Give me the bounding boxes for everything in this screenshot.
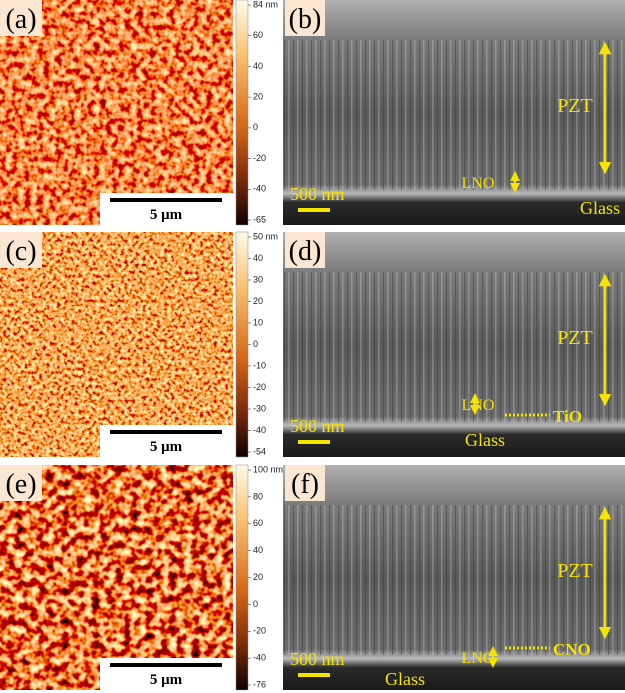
colorbar-tick-label: 40 <box>253 61 263 71</box>
sem-panel: (f) PZT LNO 500 nm Glass CNO <box>283 465 625 690</box>
figure-row: (c) 5 μm 50 nm 40 30 20 10 0 -10 -20 -30 -40 -54 (d) P… <box>0 231 625 458</box>
afm-image <box>0 0 233 225</box>
colorbar-tick-label: -40 <box>253 653 266 663</box>
label-box <box>0 232 42 268</box>
colorbar-tick-label: -65 <box>253 214 266 224</box>
scale-bar-text: 500 nm <box>290 184 345 204</box>
afm-panel: (c) 5 μm 50 nm 40 30 20 10 0 -10 -20 -30 -40 -54 <box>0 231 278 458</box>
colorbar-tick-label: 80 <box>253 491 263 501</box>
colorbar-tick-label: 50 nm <box>253 231 278 241</box>
seed-label: TiO <box>553 407 582 426</box>
afm-panel: (e) 5 μm 100 nm 80 60 40 20 0 -20 -40 -76 <box>0 464 283 691</box>
substrate-label: Glass <box>465 430 505 450</box>
label-box <box>285 465 325 501</box>
scale-bar <box>298 208 330 212</box>
scale-bar <box>110 663 222 667</box>
scale-bar <box>298 673 330 677</box>
colorbar <box>235 464 249 691</box>
seed-label: CNO <box>553 640 591 659</box>
scale-bar <box>110 430 222 434</box>
scale-bar <box>298 440 330 444</box>
scale-bar-text: 5 μm <box>150 439 183 455</box>
colorbar-tick-label: 84 nm <box>253 0 278 9</box>
panel-label: (f) <box>291 469 319 500</box>
label-box <box>285 232 325 268</box>
colorbar-tick-label: -30 <box>253 403 266 413</box>
scale-bar-text: 5 μm <box>150 672 183 688</box>
substrate-label: Glass <box>385 669 425 689</box>
colorbar-tick-label: 20 <box>253 572 263 582</box>
electrode-label: LNO <box>462 397 495 414</box>
sem-columns <box>283 505 625 655</box>
panel-label: (b) <box>289 4 322 35</box>
layer-label: PZT <box>557 327 593 349</box>
colorbar-tick-label: -10 <box>253 360 266 370</box>
colorbar-tick-label: -20 <box>253 382 266 392</box>
figure-row: (e) 5 μm 100 nm 80 60 40 20 0 -20 -40 -76 (f) PZT LNO… <box>0 464 625 691</box>
colorbar-tick-label: 60 <box>253 518 263 528</box>
electrode-label: LNO <box>462 175 495 192</box>
colorbar-tick-label: -20 <box>253 626 266 636</box>
colorbar-tick-label: 40 <box>253 545 263 555</box>
panel-label: (a) <box>5 4 36 35</box>
panel-label: (c) <box>5 236 36 267</box>
panel-label: (e) <box>5 469 36 500</box>
colorbar <box>235 0 249 226</box>
figure-row: (a) 5 μm 84 nm 60 40 20 0 -20 -40 -65 (b) PZT LNO 500… <box>0 0 625 226</box>
colorbar-tick-label: 30 <box>253 274 263 284</box>
colorbar-tick-label: 0 <box>253 339 258 349</box>
colorbar <box>235 231 249 458</box>
sem-columns <box>283 272 625 422</box>
scale-bar <box>110 198 222 202</box>
substrate-label: Glass <box>580 198 620 218</box>
scale-bar-text: 500 nm <box>290 416 345 436</box>
afm-image <box>0 232 233 457</box>
colorbar-tick-label: 0 <box>253 122 258 132</box>
label-box <box>285 0 325 36</box>
scale-bar-text: 500 nm <box>290 649 345 669</box>
colorbar-tick-label: -20 <box>253 153 266 163</box>
colorbar-tick-label: -40 <box>253 184 266 194</box>
colorbar-tick-label: -54 <box>253 446 266 456</box>
colorbar-tick-label: 20 <box>253 92 263 102</box>
label-box <box>0 0 42 36</box>
scale-bar-text: 5 μm <box>150 207 183 223</box>
afm-panel: (a) 5 μm 84 nm 60 40 20 0 -20 -40 -65 <box>0 0 278 226</box>
sem-panel: (b) PZT LNO 500 nm Glass <box>283 0 625 225</box>
colorbar-tick-label: -76 <box>253 679 266 689</box>
colorbar-tick-label: 100 nm <box>253 464 283 474</box>
layer-label: PZT <box>557 95 593 117</box>
colorbar-tick-label: 40 <box>253 253 263 263</box>
colorbar-tick-label: 20 <box>253 296 263 306</box>
electrode-label: LNO <box>462 650 495 667</box>
label-box <box>0 465 42 501</box>
sem-columns <box>283 40 625 190</box>
colorbar-tick-label: 0 <box>253 599 258 609</box>
sem-panel: (d) PZT LNO 500 nm Glass TiO <box>283 232 625 457</box>
afm-image <box>0 465 233 690</box>
colorbar-tick-label: 60 <box>253 30 263 40</box>
colorbar-tick-label: 10 <box>253 317 263 327</box>
panel-label: (d) <box>289 236 322 267</box>
layer-label: PZT <box>557 560 593 582</box>
colorbar-tick-label: -40 <box>253 425 266 435</box>
